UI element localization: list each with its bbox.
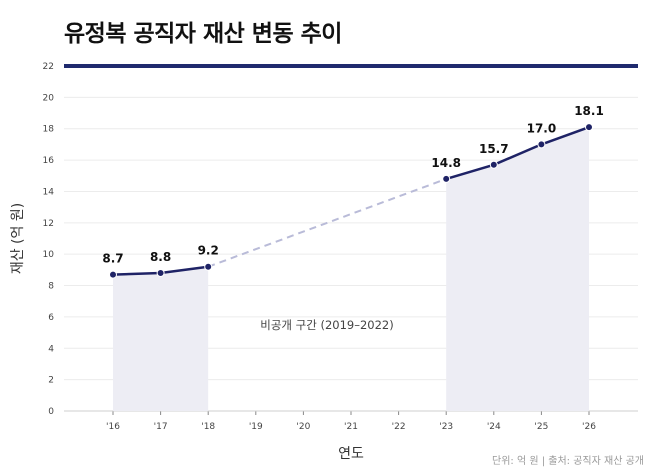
y-tick-label: 8 xyxy=(48,282,54,292)
y-tick-label: 0 xyxy=(48,407,54,417)
title-divider xyxy=(64,64,638,68)
x-tick-label: '24 xyxy=(487,422,501,432)
data-point xyxy=(109,270,117,279)
gap-annotation: 비공개 구간 (2019–2022) xyxy=(260,318,393,332)
series-area xyxy=(113,266,209,411)
x-tick-label: '16 xyxy=(106,422,120,432)
series-area xyxy=(446,127,589,411)
y-tick-label: 14 xyxy=(43,187,55,197)
y-tick-label: 2 xyxy=(48,376,54,386)
data-point xyxy=(537,140,546,149)
data-label: 17.0 xyxy=(527,121,557,135)
y-tick-label: 10 xyxy=(43,250,55,260)
x-tick-label: '26 xyxy=(582,422,596,432)
x-tick-label: '25 xyxy=(534,422,548,432)
x-tick-label: '20 xyxy=(296,422,310,432)
data-label: 9.2 xyxy=(198,244,219,258)
y-tick-label: 16 xyxy=(43,156,55,166)
x-axis-title: 연도 xyxy=(338,446,364,462)
data-point xyxy=(489,160,498,169)
x-tick-label: '23 xyxy=(439,422,453,432)
data-point xyxy=(442,174,451,183)
series-line xyxy=(445,125,590,181)
data-point xyxy=(585,123,593,132)
data-label: 14.8 xyxy=(431,156,461,170)
x-tick-label: '22 xyxy=(392,422,406,432)
chart-title: 유정복 공직자 재산 변동 추이 xyxy=(64,21,342,47)
x-tick-label: '17 xyxy=(154,422,168,432)
data-point xyxy=(156,269,165,277)
x-tick-label: '19 xyxy=(249,422,263,432)
data-point xyxy=(204,262,213,271)
y-axis-title: 재산 (억 원) xyxy=(10,203,26,274)
y-tick-label: 20 xyxy=(43,93,55,103)
data-label: 15.7 xyxy=(479,142,509,156)
data-label: 18.1 xyxy=(574,104,604,118)
x-tick-label: '21 xyxy=(344,422,358,432)
data-label: 8.7 xyxy=(102,252,123,266)
y-tick-label: 18 xyxy=(43,125,55,135)
y-tick-label: 12 xyxy=(43,219,54,229)
data-label: 8.8 xyxy=(150,250,171,264)
y-tick-label: 22 xyxy=(43,62,54,72)
x-tick-label: '18 xyxy=(201,422,215,432)
y-tick-label: 6 xyxy=(48,313,54,323)
gap-connector-line xyxy=(207,177,447,268)
source-note: 단위: 억 원 | 출처: 공직자 재산 공개 xyxy=(492,456,644,467)
y-tick-label: 4 xyxy=(48,344,54,354)
